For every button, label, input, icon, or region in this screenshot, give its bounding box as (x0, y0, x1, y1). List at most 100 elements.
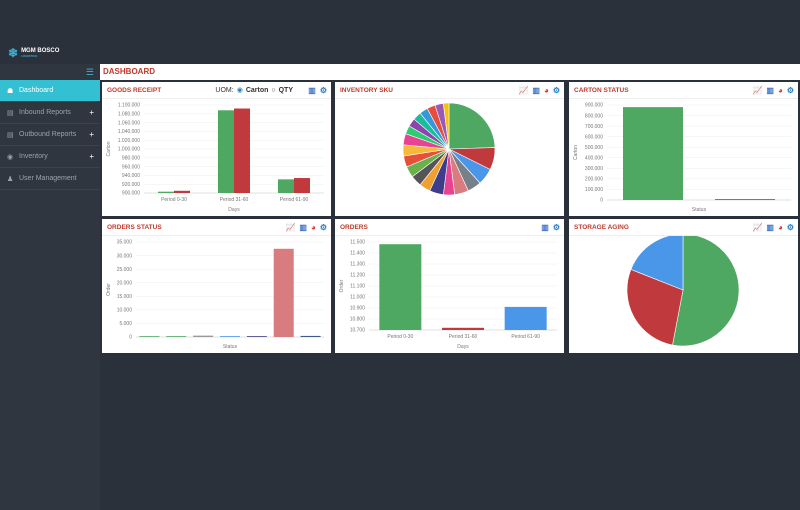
bar[interactable] (294, 178, 310, 193)
uom-carton-label: Carton (245, 86, 269, 94)
pie-slice[interactable] (672, 236, 740, 347)
panel-title: STORAGE AGING (574, 223, 629, 231)
bar[interactable] (273, 248, 294, 337)
goods-chart: 900.000 920.000 940.000 960.000 980.000 1.000… (106, 103, 324, 213)
y-tick-label: 400.000 (585, 155, 603, 161)
line-chart-icon[interactable]: 📈 (752, 86, 763, 95)
y-tick-label: 940.000 (122, 173, 140, 179)
sidebar-item-label: Inbound Reports (19, 109, 71, 116)
page-title: DASHBOARD (100, 64, 800, 80)
bar[interactable] (158, 191, 174, 193)
pie-slice[interactable] (630, 236, 684, 291)
radio-carton[interactable]: ◉ (236, 87, 243, 94)
uom-selector: UOM: ◉ Carton ○ QTY (215, 86, 293, 95)
bar[interactable] (174, 190, 190, 193)
y-axis-label: Order (339, 279, 345, 292)
y-tick-label: 800.000 (585, 113, 603, 119)
y-tick-label: 11.300 (350, 262, 365, 268)
bar[interactable] (278, 179, 294, 193)
y-tick-label: 11.100 (350, 284, 365, 290)
y-tick-label: 30.000 (117, 253, 133, 259)
y-tick-label: 700.000 (585, 124, 603, 130)
sidebar-item-outbound-reports[interactable]: ▤ Outbound Reports + (0, 124, 100, 146)
sidebar-item-inbound-reports[interactable]: ▤ Inbound Reports + (0, 102, 100, 124)
aging-panel: STORAGE AGING 📈 ▥ ◕ ⚙ (569, 219, 798, 353)
report-icon: ▤ (7, 131, 14, 139)
y-tick-label: 600.000 (585, 134, 603, 140)
pie-chart-icon[interactable]: ◕ (543, 86, 549, 95)
bar[interactable] (139, 336, 160, 337)
sku-chart (402, 102, 496, 196)
bar-chart-icon[interactable]: ▥ (299, 223, 307, 232)
bar-chart-icon[interactable]: ▥ (308, 86, 316, 95)
orders-chart: 10.700 10.800 10.900 11.000 11.100 11.200 11.3… (339, 240, 557, 350)
gear-chart-settings-icon[interactable]: ⚙ (319, 86, 327, 95)
pie-slice[interactable] (448, 102, 496, 150)
y-tick-label: 11.400 (350, 251, 365, 257)
bar[interactable] (218, 110, 234, 193)
bar[interactable] (300, 335, 321, 337)
y-tick-label: 35.000 (117, 240, 133, 246)
sidebar-item-label: Dashboard (19, 87, 54, 94)
radio-qty[interactable]: ○ (271, 86, 276, 94)
users-icon: ♟ (7, 175, 14, 183)
bar[interactable] (193, 335, 214, 337)
sidebar-item-label: Outbound Reports (19, 131, 77, 138)
aging-chart (626, 236, 740, 347)
bar-chart-icon[interactable]: ▥ (541, 223, 549, 232)
x-tick-label: Period 0-30 (387, 334, 413, 340)
expand-icon[interactable]: + (89, 108, 94, 117)
bar[interactable] (379, 244, 422, 330)
y-tick-label: 0 (129, 335, 132, 341)
line-chart-icon[interactable]: 📈 (285, 223, 296, 232)
sidebar-item-inventory[interactable]: ◉ Inventory + (0, 146, 100, 168)
gear-chart-settings-icon[interactable]: ⚙ (552, 86, 560, 95)
goods-panel: GOODS RECEIPT UOM: ◉ Carton ○ QTY ▥ ⚙ 900.000 920… (102, 82, 331, 216)
y-axis-label: Carton (106, 141, 112, 156)
bar[interactable] (442, 327, 484, 330)
sidebar-item-dashboard[interactable]: ☗ Dashboard (0, 80, 100, 102)
inventory-icon: ◉ (7, 153, 14, 161)
expand-icon[interactable]: + (89, 152, 94, 161)
y-tick-label: 1.080.000 (118, 112, 140, 118)
gear-chart-settings-icon[interactable]: ⚙ (786, 223, 794, 232)
menu-toggle-icon[interactable]: ☰ (85, 67, 94, 77)
bar[interactable] (504, 306, 547, 330)
bar-chart-icon[interactable]: ▥ (766, 86, 774, 95)
pie-slice[interactable] (443, 102, 450, 150)
gear-chart-settings-icon[interactable]: ⚙ (786, 86, 794, 95)
sidebar-item-label: User Management (19, 175, 77, 182)
report-icon: ▤ (7, 109, 14, 117)
pie-chart-icon[interactable]: ◕ (777, 223, 783, 232)
gear-chart-settings-icon[interactable]: ⚙ (552, 223, 560, 232)
y-tick-label: 1.020.000 (118, 138, 140, 144)
pie-slice[interactable] (626, 268, 684, 346)
sidebar-item-user-management[interactable]: ♟ User Management (0, 168, 100, 190)
panel-title: CARTON STATUS (574, 86, 629, 94)
brand-logo: ❄ MGM BOSCO LOGISTICS (8, 46, 60, 60)
bar[interactable] (166, 336, 187, 337)
top-header: ❄ MGM BOSCO LOGISTICS (0, 0, 800, 64)
bar[interactable] (623, 107, 683, 200)
x-tick-label: Period 31-60 (449, 334, 478, 340)
line-chart-icon[interactable]: 📈 (752, 223, 763, 232)
y-tick-label: 960.000 (122, 164, 140, 170)
orders-panel: ORDERS ▥ ⚙ 10.700 10.800 10.900 11.000 11.100 11… (335, 219, 564, 353)
pie-chart-icon[interactable]: ◕ (310, 223, 316, 232)
y-tick-label: 11.500 (350, 240, 365, 246)
pie-chart-icon[interactable]: ◕ (777, 86, 783, 95)
y-tick-label: 900.000 (122, 191, 140, 197)
bar-chart-icon[interactable]: ▥ (766, 223, 774, 232)
bar[interactable] (715, 199, 775, 200)
y-tick-label: 11.200 (350, 273, 365, 279)
bar-chart-icon[interactable]: ▥ (532, 86, 540, 95)
expand-icon[interactable]: + (89, 130, 94, 139)
ostatus-chart: 0 5.000 10.000 15.000 20.000 25.000 30.000 35.0… (106, 240, 324, 350)
bar[interactable] (220, 336, 240, 337)
bar[interactable] (246, 336, 267, 337)
sidebar-item-label: Inventory (19, 153, 48, 160)
panel-title: ORDERS STATUS (107, 223, 162, 231)
line-chart-icon[interactable]: 📈 (518, 86, 529, 95)
gear-chart-settings-icon[interactable]: ⚙ (319, 223, 327, 232)
bar[interactable] (234, 108, 250, 193)
